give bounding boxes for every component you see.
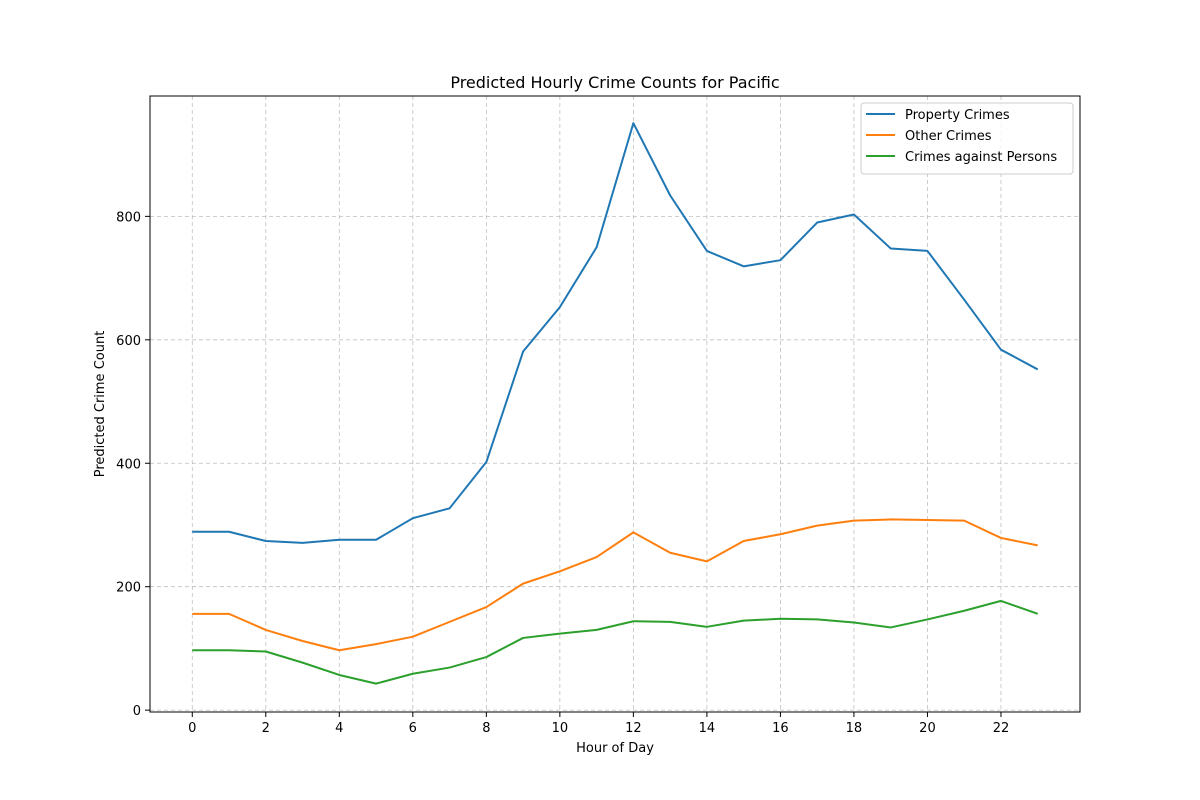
y-axis: 0 200 400 600 800 [116,210,150,719]
x-tick-label: 18 [846,721,863,736]
legend-label: Other Crimes [905,129,992,144]
x-tick-label: 16 [772,721,789,736]
x-tick-label: 20 [919,721,936,736]
x-tick-label: 12 [625,721,642,736]
y-tick-label: 0 [133,704,141,719]
legend-label: Crimes against Persons [905,150,1057,165]
y-axis-label: Predicted Crime Count [93,331,108,478]
legend: Property Crimes Other Crimes Crimes agains… [860,102,1074,175]
legend-box [860,102,1074,175]
legend-label: Property Crimes [905,108,1010,123]
y-tick-label: 800 [116,210,141,225]
series-line-other-crimes [192,518,1038,652]
x-tick-label: 14 [699,721,716,736]
series-lines [192,122,1039,685]
x-axis: 0 2 4 6 8 10 12 14 16 18 20 22 [188,712,1009,736]
x-tick-label: 2 [262,721,270,736]
y-tick-label: 400 [116,457,141,472]
x-tick-label: 10 [552,721,569,736]
series-line-crimes-against-persons [192,599,1039,685]
x-axis-label: Hour of Day [576,741,654,756]
chart-title: Predicted Hourly Crime Counts for Pacifi… [450,73,779,92]
series-line-property-crimes [192,122,1039,544]
x-tick-label: 0 [188,721,196,736]
x-tick-label: 22 [993,721,1010,736]
plot-frame [149,95,1081,713]
y-tick-label: 200 [116,581,141,596]
x-tick-label: 8 [482,721,490,736]
grid-lines [150,96,1080,712]
x-tick-label: 6 [409,721,417,736]
y-tick-label: 600 [116,334,141,349]
x-tick-label: 4 [335,721,343,736]
